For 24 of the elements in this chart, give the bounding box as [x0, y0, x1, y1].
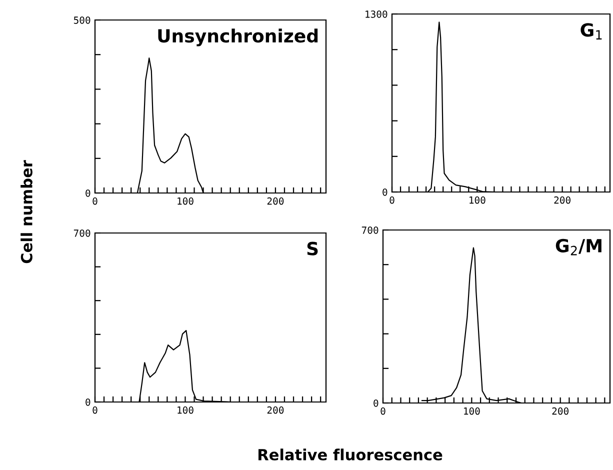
x-tick-label: 200	[267, 197, 284, 205]
y-tick-label: 0	[374, 400, 378, 407]
x-tick-label: 100	[178, 406, 194, 414]
y-tick-label: 1300	[366, 10, 388, 18]
chart-title: G$_{2}$/M	[556, 238, 602, 256]
chart-title: Unsynchronized	[158, 28, 318, 46]
x-tick-label: 100	[178, 197, 194, 205]
x-tick-label: 0	[92, 406, 98, 414]
y-tick-label: 700	[362, 226, 378, 234]
x-tick-label: 200	[552, 407, 568, 415]
x-tick-label: 200	[267, 406, 284, 414]
y-tick-label: 0	[86, 398, 90, 406]
x-tick-label: 0	[92, 197, 98, 205]
x-axis-title: Relative fluorescence	[258, 448, 442, 460]
x-tick-label: 0	[390, 196, 394, 204]
chart-title: S	[307, 242, 318, 256]
x-tick-label: 100	[470, 196, 486, 204]
x-tick-label: 100	[464, 407, 480, 415]
y-tick-label: 700	[74, 230, 90, 237]
chart-title: G$_{1}$	[580, 23, 602, 40]
x-tick-label: 200	[554, 196, 570, 204]
y-tick-label: 500	[74, 16, 90, 24]
y-axis-title: Cell number	[20, 160, 32, 264]
y-tick-label: 0	[86, 190, 90, 197]
